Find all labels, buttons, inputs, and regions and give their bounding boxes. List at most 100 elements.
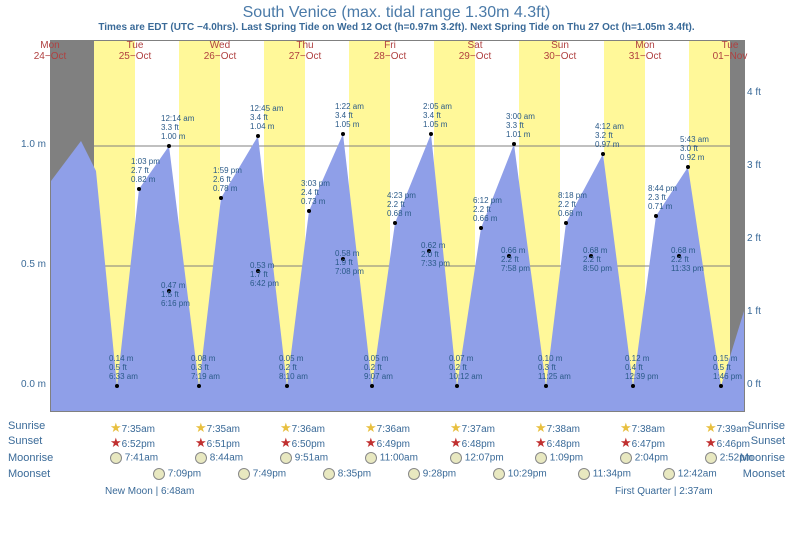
moonrise-item: 9:51am	[280, 452, 328, 464]
tide-annotation: 5:43 am3.0 ft0.92 m	[680, 135, 724, 162]
sunset-item: ★6:51pm	[195, 435, 240, 451]
tide-point	[479, 226, 483, 230]
tide-point	[256, 134, 260, 138]
tide-annotation: 2:05 am3.4 ft1.05 m	[423, 102, 467, 129]
star-icon: ★	[535, 435, 547, 450]
tide-annotation: 0.05 m0.2 ft9:07 am	[364, 354, 408, 381]
sunset-item: ★6:52pm	[110, 435, 155, 451]
moonset-item: 8:35pm	[323, 468, 371, 480]
moon-icon	[365, 452, 377, 464]
tide-point	[219, 196, 223, 200]
sunset-item: ★6:48pm	[535, 435, 580, 451]
date-label: Sat29−Oct	[455, 40, 495, 62]
tide-annotation: 6:12 pm2.2 ft0.66 m	[473, 196, 517, 223]
tide-annotation: 12:45 am3.4 ft1.04 m	[250, 104, 294, 131]
tide-point	[137, 187, 141, 191]
tide-point	[307, 209, 311, 213]
moon-phase-label: New Moon | 6:48am	[105, 486, 194, 497]
star-icon: ★	[365, 420, 377, 435]
tide-annotation: 0.58 m1.9 ft7:08 pm	[335, 249, 379, 276]
tide-annotation: 0.66 m2.2 ft7:58 pm	[501, 246, 545, 273]
star-icon: ★	[195, 420, 207, 435]
sunrise-item: ★7:38am	[535, 420, 580, 436]
tide-point	[631, 384, 635, 388]
sunset-item: ★6:48pm	[450, 435, 495, 451]
moon-icon	[535, 452, 547, 464]
star-icon: ★	[280, 435, 292, 450]
tide-point	[564, 221, 568, 225]
tide-point	[455, 384, 459, 388]
tide-point	[686, 165, 690, 169]
moon-icon	[578, 468, 590, 480]
moonset-label-right: Moonset	[743, 468, 785, 480]
sunrise-item: ★7:35am	[110, 420, 155, 436]
sunrise-item: ★7:36am	[365, 420, 410, 436]
y-left-tick: 0.5 m	[6, 259, 46, 270]
tide-point	[285, 384, 289, 388]
tide-annotation: 1:59 pm2.6 ft0.78 m	[213, 166, 257, 193]
moonrise-item: 2:52pm	[705, 452, 753, 464]
moon-icon	[195, 452, 207, 464]
tide-annotation: 0.14 m0.5 ft6:33 am	[109, 354, 153, 381]
tide-annotation: 0.47 m1.5 ft6:16 pm	[161, 281, 205, 308]
tide-annotation: 1:22 am3.4 ft1.05 m	[335, 102, 379, 129]
moonrise-item: 8:44am	[195, 452, 243, 464]
tide-point	[115, 384, 119, 388]
date-label: Tue01−Nov	[710, 40, 750, 62]
tide-annotation: 0.05 m0.2 ft8:10 am	[279, 354, 323, 381]
y-left-tick: 1.0 m	[6, 139, 46, 150]
moonrise-item: 7:41am	[110, 452, 158, 464]
moonrise-item: 11:00am	[365, 452, 418, 464]
moonrise-item: 12:07pm	[450, 452, 504, 464]
tide-annotation: 4:23 pm2.2 ft0.68 m	[387, 191, 431, 218]
moonrise-item: 1:09pm	[535, 452, 583, 464]
y-right-tick: 0 ft	[747, 379, 787, 390]
tide-annotation: 8:18 pm2.2 ft0.68 m	[558, 191, 602, 218]
tide-point	[654, 214, 658, 218]
moonrise-item: 2:04pm	[620, 452, 668, 464]
tide-point	[719, 384, 723, 388]
moonset-item: 12:42am	[663, 468, 717, 480]
date-label: Sun30−Oct	[540, 40, 580, 62]
chart-title: South Venice (max. tidal range 1.30m 4.3…	[0, 0, 793, 22]
y-left-tick: 0.0 m	[6, 379, 46, 390]
moonset-item: 7:09pm	[153, 468, 201, 480]
star-icon: ★	[450, 435, 462, 450]
moon-icon	[323, 468, 335, 480]
sunrise-label-right: Sunrise	[748, 420, 785, 432]
star-icon: ★	[535, 420, 547, 435]
tide-annotation: 0.53 m1.7 ft6:42 pm	[250, 261, 294, 288]
moon-icon	[705, 452, 717, 464]
chart-subtitle: Times are EDT (UTC −4.0hrs). Last Spring…	[0, 22, 793, 33]
tide-annotation: 8:44 pm2.3 ft0.71 m	[648, 184, 692, 211]
moon-icon	[280, 452, 292, 464]
sunrise-item: ★7:37am	[450, 420, 495, 436]
tide-annotation: 3:00 am3.3 ft1.01 m	[506, 112, 550, 139]
tide-annotation: 1:03 pm2.7 ft0.82 m	[131, 157, 175, 184]
star-icon: ★	[705, 435, 717, 450]
moonrise-label-left: Moonrise	[8, 452, 53, 464]
sunset-label-right: Sunset	[751, 435, 785, 447]
star-icon: ★	[365, 435, 377, 450]
star-icon: ★	[195, 435, 207, 450]
tide-point	[429, 132, 433, 136]
tide-chart: South Venice (max. tidal range 1.30m 4.3…	[0, 0, 793, 539]
moon-icon	[450, 452, 462, 464]
moonset-item: 11:34pm	[578, 468, 631, 480]
moonset-item: 7:49pm	[238, 468, 286, 480]
y-right-tick: 2 ft	[747, 233, 787, 244]
tide-annotation: 0.62 m2.0 ft7:33 pm	[421, 241, 465, 268]
moon-icon	[238, 468, 250, 480]
date-label: Thu27−Oct	[285, 40, 325, 62]
tide-point	[512, 142, 516, 146]
tide-annotation: 0.10 m0.3 ft11:25 am	[538, 354, 582, 381]
sunrise-item: ★7:36am	[280, 420, 325, 436]
tide-point	[341, 132, 345, 136]
date-label: Wed26−Oct	[200, 40, 240, 62]
tide-point	[167, 144, 171, 148]
plot-area: 0.14 m0.5 ft6:33 am 1:03 pm2.7 ft0.82 m 12…	[50, 40, 745, 412]
tide-point	[197, 384, 201, 388]
moon-icon	[663, 468, 675, 480]
sunset-item: ★6:50pm	[280, 435, 325, 451]
date-label: Mon24−Oct	[30, 40, 70, 62]
